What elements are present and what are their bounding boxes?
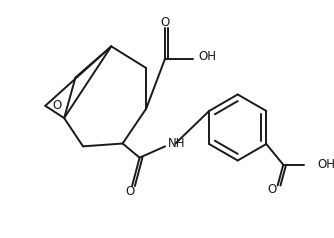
Text: O: O (126, 185, 135, 198)
Text: O: O (267, 183, 277, 196)
Text: OH: OH (317, 158, 334, 171)
Text: OH: OH (198, 50, 216, 63)
Text: NH: NH (168, 137, 185, 150)
Text: O: O (160, 16, 170, 29)
Text: O: O (53, 99, 62, 112)
